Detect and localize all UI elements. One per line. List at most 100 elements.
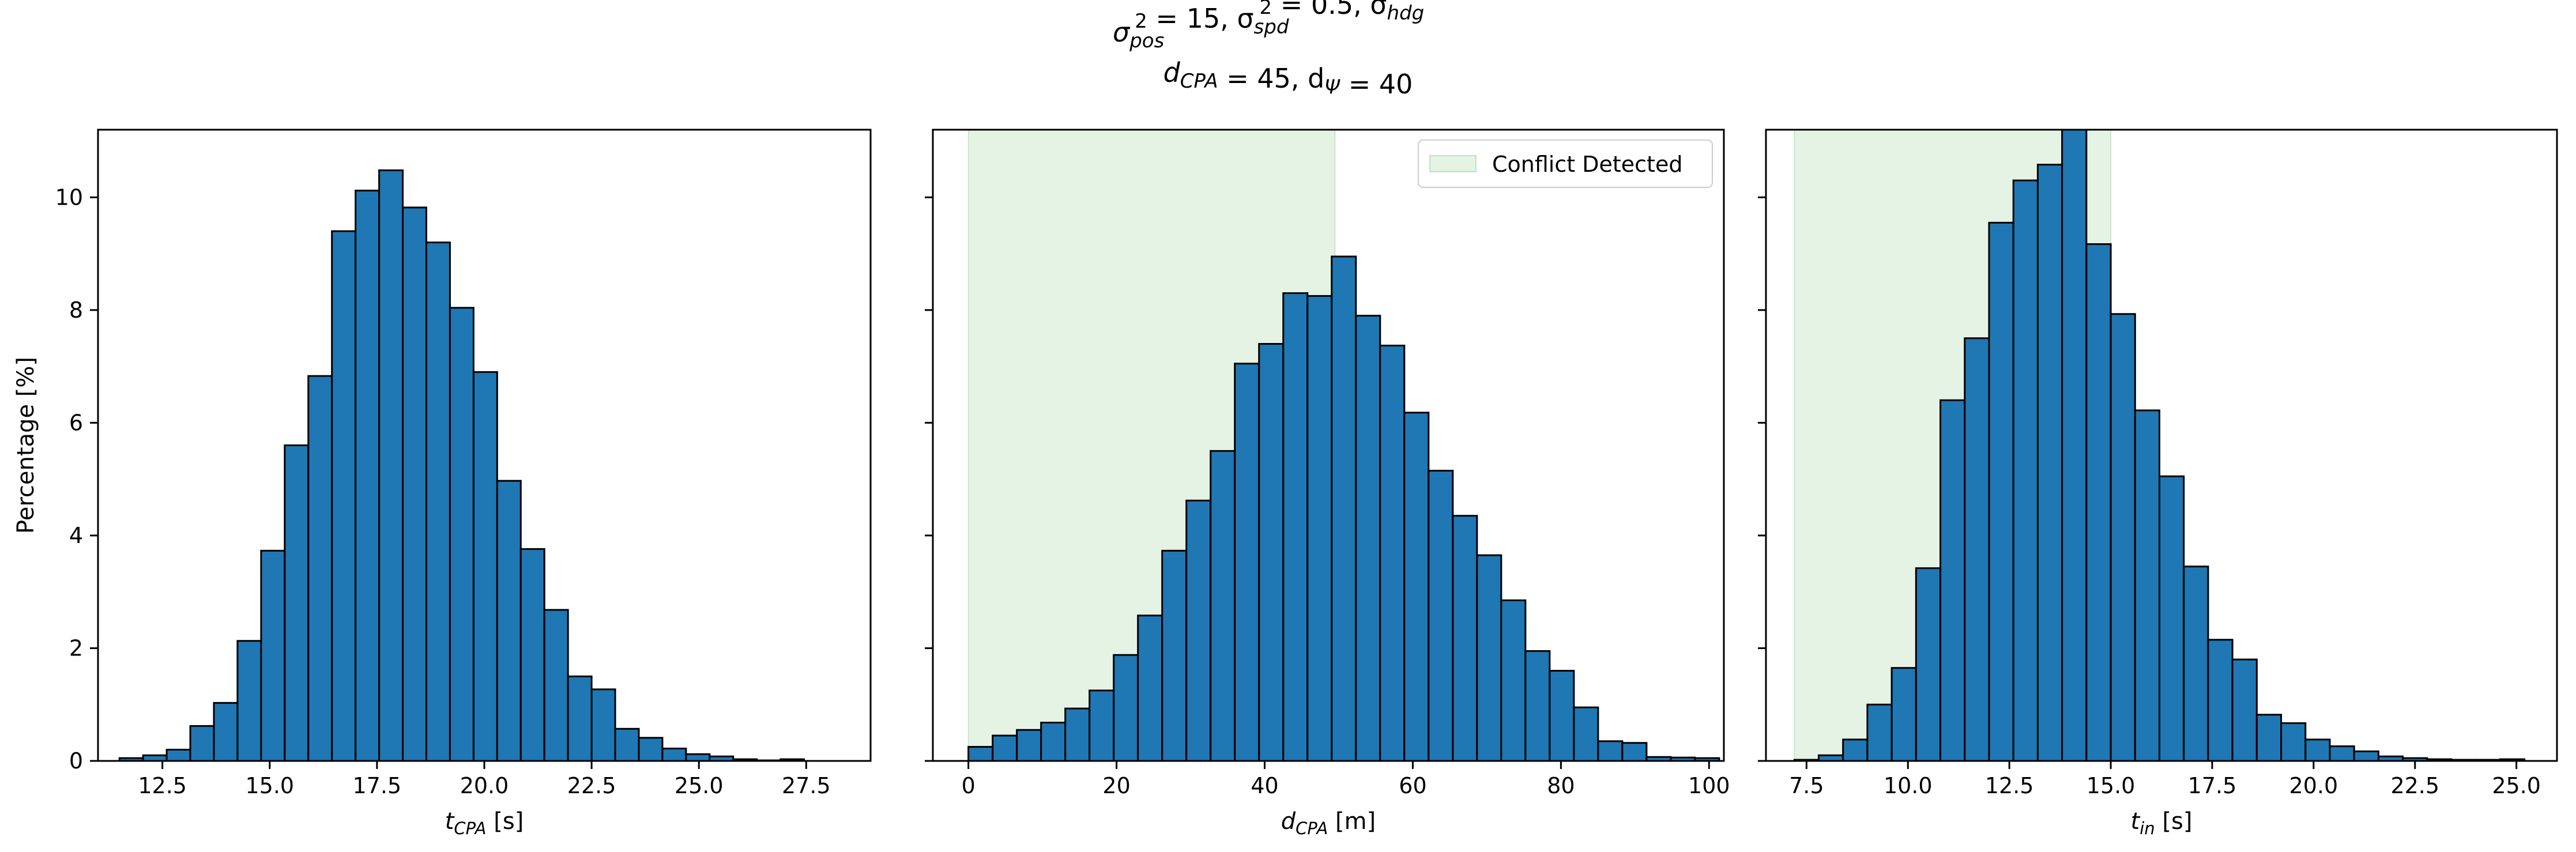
plot-area	[967, 130, 1720, 761]
x-tick-label: 10.0	[1884, 773, 1933, 798]
x-tick-label: 20	[1102, 773, 1130, 798]
y-tick-label: 0	[69, 748, 83, 774]
histogram-bar	[496, 480, 522, 761]
histogram-bar	[1866, 703, 1893, 761]
histogram-bar	[1964, 337, 1990, 761]
histogram-bar	[1282, 292, 1309, 761]
x-tick-label: 27.5	[782, 773, 831, 798]
subplot-2: 0 20 40 60 80 100 dCPA [m] Conflict Detected	[925, 129, 1730, 838]
histogram-bar	[236, 640, 262, 761]
histogram-bar	[2231, 658, 2258, 761]
histogram-bar	[1915, 567, 1942, 761]
x-tick-label: 100	[1688, 773, 1730, 798]
x-tick-label: 25.0	[675, 773, 724, 798]
histogram-bar	[992, 734, 1018, 761]
histogram-bar	[1428, 469, 1454, 761]
histogram-bar	[1573, 706, 1599, 761]
histogram-bar	[661, 747, 687, 761]
histogram-bar	[967, 746, 994, 761]
legend-swatch	[1429, 155, 1477, 172]
figure-title-line-2: dCPA = 45, dΨ = 40	[1163, 57, 1413, 100]
histogram-bar	[1016, 729, 1042, 761]
histogram-bar	[1258, 343, 1285, 761]
histogram-bar	[1113, 654, 1139, 761]
x-tick-label: 22.5	[2390, 773, 2439, 798]
x-tick-label: 60	[1399, 773, 1426, 798]
subplot-3: 7.5 10.0 12.5 15.0 17.5 20.0 22.5 25.0 tin [s]	[1758, 129, 2558, 838]
histogram-bar	[378, 169, 404, 761]
histogram-bar	[2255, 714, 2283, 761]
plot-area	[1793, 130, 2526, 761]
histogram-bar	[1842, 738, 1869, 761]
histogram-bar	[1403, 412, 1430, 761]
histogram-bar	[2012, 179, 2039, 761]
x-axis-label: dCPA [m]	[1281, 808, 1376, 838]
histogram-bar	[1988, 221, 2014, 761]
x-tick-label: 25.0	[2492, 773, 2541, 798]
legend-box	[1418, 140, 1713, 188]
histogram-bar	[472, 371, 498, 761]
histogram-bar	[1597, 740, 1624, 761]
histogram-bar	[590, 688, 616, 761]
y-tick-label: 8	[69, 297, 83, 323]
x-tick-label: 20.0	[460, 773, 509, 798]
histogram-bar	[2036, 164, 2063, 761]
x-tick-label: 7.5	[1789, 773, 1824, 798]
histogram-bar	[1621, 742, 1648, 761]
legend-label: Conflict Detected	[1492, 152, 1682, 177]
histogram-bar	[2110, 313, 2136, 761]
histogram-bar	[307, 375, 333, 761]
histogram-bar	[2061, 130, 2088, 761]
y-tick-label: 10	[55, 184, 83, 210]
histogram-bar	[2353, 750, 2379, 761]
x-tick-label: 20.0	[2289, 773, 2338, 798]
x-tick-label: 17.5	[2188, 773, 2237, 798]
histogram-bar	[567, 675, 593, 761]
plot-area	[118, 169, 805, 761]
histogram-bar	[1549, 670, 1575, 761]
histogram-bar	[638, 737, 664, 761]
histogram-bar	[402, 206, 427, 761]
x-tick-label: 15.0	[2087, 773, 2136, 798]
axes-frame	[932, 129, 1725, 762]
histogram-bar	[685, 753, 711, 761]
histogram-bar	[1064, 707, 1091, 761]
histogram-bar	[2207, 639, 2234, 761]
histogram-bar	[355, 190, 381, 761]
histogram-bar	[165, 748, 191, 761]
histogram-bar	[1500, 599, 1527, 761]
histogram-bar	[2329, 745, 2355, 761]
x-tick-label: 17.5	[353, 773, 402, 798]
x-tick-label: 15.0	[245, 773, 294, 798]
histogram-bar	[1089, 689, 1115, 761]
histogram-bar	[284, 444, 310, 761]
y-axis-label: Percentage [%]	[13, 357, 39, 534]
histogram-bar	[189, 725, 215, 761]
histogram-bar	[614, 727, 640, 761]
histogram-bar	[519, 548, 545, 761]
histogram-bar	[2158, 475, 2185, 761]
histogram-bar	[1355, 315, 1381, 761]
histogram-bar	[213, 702, 239, 761]
histogram-bar	[1161, 549, 1188, 761]
x-tick-label: 40	[1251, 773, 1278, 798]
x-tick-label: 12.5	[138, 773, 187, 798]
histogram-bar	[1452, 515, 1478, 761]
histogram-bar	[1379, 344, 1406, 761]
histogram-bar	[1185, 499, 1212, 761]
histogram-bar	[1040, 722, 1067, 761]
histogram-bar	[2134, 409, 2160, 761]
x-tick-label: 22.5	[567, 773, 616, 798]
histogram-bar	[1939, 399, 1966, 761]
y-tick-label: 4	[69, 523, 83, 548]
histogram-bar	[1137, 615, 1163, 761]
x-tick-label: 12.5	[1985, 773, 2034, 798]
x-axis-label: tin [s]	[2131, 808, 2193, 838]
axes-frame	[1765, 129, 2558, 762]
histogram-bar	[1331, 255, 1357, 761]
y-tick-label: 2	[69, 635, 83, 661]
histogram-bar	[425, 242, 451, 761]
y-tick-label: 6	[69, 410, 83, 435]
figure-title-line-1: σpos2 = 15, σspd2 = 0.5, σhdg2 = 2	[1113, 0, 1463, 52]
